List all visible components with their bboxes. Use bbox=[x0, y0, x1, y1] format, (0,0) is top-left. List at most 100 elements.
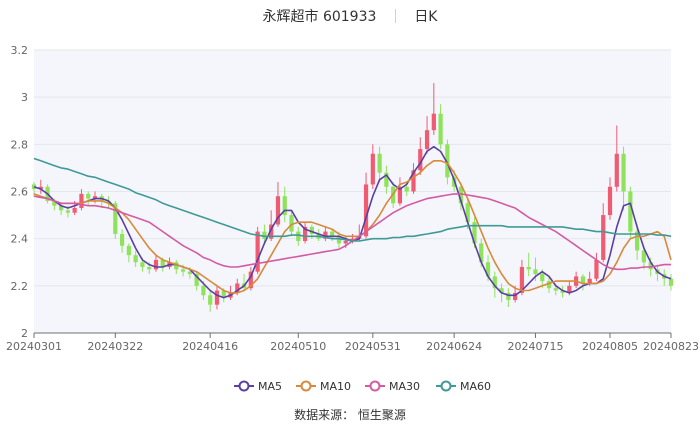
candle-body bbox=[201, 285, 206, 296]
candle-body bbox=[180, 269, 186, 272]
candle-body bbox=[499, 288, 504, 293]
candle bbox=[458, 182, 464, 211]
candle-body bbox=[289, 215, 294, 232]
candle-body bbox=[635, 231, 640, 251]
candle bbox=[526, 252, 531, 277]
candle-body bbox=[418, 149, 423, 171]
candle-body bbox=[506, 292, 511, 300]
y-tick-label: 2.8 bbox=[11, 138, 29, 151]
x-tick-label: 20240301 bbox=[6, 340, 62, 353]
ma10-line bbox=[33, 160, 672, 294]
legend-item: MA5 bbox=[234, 380, 282, 393]
candle bbox=[397, 177, 403, 206]
candle-body bbox=[492, 276, 497, 289]
candle-body bbox=[526, 266, 531, 270]
candle bbox=[594, 252, 599, 282]
candle-body bbox=[587, 278, 592, 284]
candle-body bbox=[628, 191, 633, 232]
candle-body bbox=[113, 203, 118, 234]
candle-body bbox=[397, 186, 403, 204]
candle-body bbox=[194, 274, 199, 286]
period-label: 日K bbox=[414, 9, 438, 25]
candle bbox=[363, 172, 369, 239]
candle bbox=[580, 274, 586, 291]
candle bbox=[214, 285, 220, 310]
candle-body bbox=[72, 208, 77, 213]
candle-body bbox=[269, 224, 274, 239]
y-tick-label: 2.4 bbox=[11, 233, 29, 246]
candle-body bbox=[465, 203, 470, 223]
candle bbox=[546, 276, 552, 293]
legend-label: MA30 bbox=[389, 380, 420, 393]
candle-body bbox=[309, 226, 314, 234]
candle bbox=[208, 290, 213, 312]
candle-body bbox=[513, 292, 518, 300]
candle-body bbox=[546, 281, 552, 289]
candle-body bbox=[424, 130, 430, 150]
ma60-line bbox=[33, 157, 672, 242]
x-tick-label: 20240416 bbox=[182, 340, 238, 353]
candle-body bbox=[153, 259, 159, 270]
candle bbox=[289, 210, 294, 237]
candle bbox=[153, 255, 159, 272]
legend-marker bbox=[238, 380, 250, 392]
candle bbox=[506, 288, 511, 308]
data-source: 数据来源： 恒生聚源 bbox=[294, 408, 406, 422]
candle-body bbox=[208, 295, 213, 305]
candle-body bbox=[38, 186, 43, 190]
candle bbox=[275, 182, 281, 227]
candle bbox=[370, 144, 375, 190]
candle-body bbox=[330, 231, 335, 237]
legend-label: MA60 bbox=[460, 380, 491, 393]
candle-body bbox=[641, 250, 646, 263]
candle bbox=[438, 104, 443, 150]
candle-body bbox=[174, 262, 179, 270]
candle-body bbox=[65, 210, 70, 213]
legend-label: MA5 bbox=[258, 380, 282, 393]
candle-body bbox=[404, 186, 409, 192]
candle-body bbox=[248, 271, 253, 289]
x-tick-label: 20240531 bbox=[345, 340, 401, 353]
candle bbox=[302, 222, 308, 244]
x-tick-label: 20240823 bbox=[643, 340, 699, 353]
x-tick-label: 20240805 bbox=[582, 340, 638, 353]
legend-marker bbox=[440, 380, 452, 392]
stock-name: 永辉超市 bbox=[262, 9, 319, 25]
candle-body bbox=[147, 266, 152, 270]
candle-body bbox=[119, 233, 125, 246]
candle bbox=[119, 229, 125, 253]
candle bbox=[323, 226, 328, 242]
candle-body bbox=[262, 231, 267, 239]
candle bbox=[133, 250, 138, 267]
candle-body bbox=[370, 153, 375, 185]
candle-body bbox=[607, 186, 613, 216]
x-tick-label: 20240510 bbox=[270, 340, 326, 353]
candle-body bbox=[160, 259, 165, 267]
candle-body bbox=[553, 288, 558, 291]
candle bbox=[377, 146, 382, 183]
candle-body bbox=[343, 241, 348, 244]
candle-body bbox=[479, 243, 484, 263]
candle-body bbox=[350, 238, 355, 242]
candle-body bbox=[621, 153, 626, 192]
candle bbox=[668, 274, 674, 291]
candle-body bbox=[323, 231, 328, 239]
candle bbox=[296, 226, 301, 246]
candle-body bbox=[296, 231, 301, 242]
candle-body bbox=[235, 283, 240, 293]
x-tick-label: 20240715 bbox=[507, 340, 563, 353]
candle-body bbox=[668, 278, 674, 286]
y-tick-label: 2.2 bbox=[11, 280, 29, 293]
candle-body bbox=[31, 184, 37, 190]
candle-body bbox=[302, 226, 308, 242]
candle bbox=[38, 179, 43, 194]
candle-body bbox=[445, 144, 450, 178]
candle-body bbox=[560, 290, 565, 293]
candle bbox=[411, 163, 416, 194]
candle-body bbox=[519, 266, 525, 293]
candle-body bbox=[384, 172, 389, 187]
legend-item: MA60 bbox=[436, 380, 491, 393]
legend-label: MA10 bbox=[320, 380, 351, 393]
candle-body bbox=[431, 113, 436, 131]
